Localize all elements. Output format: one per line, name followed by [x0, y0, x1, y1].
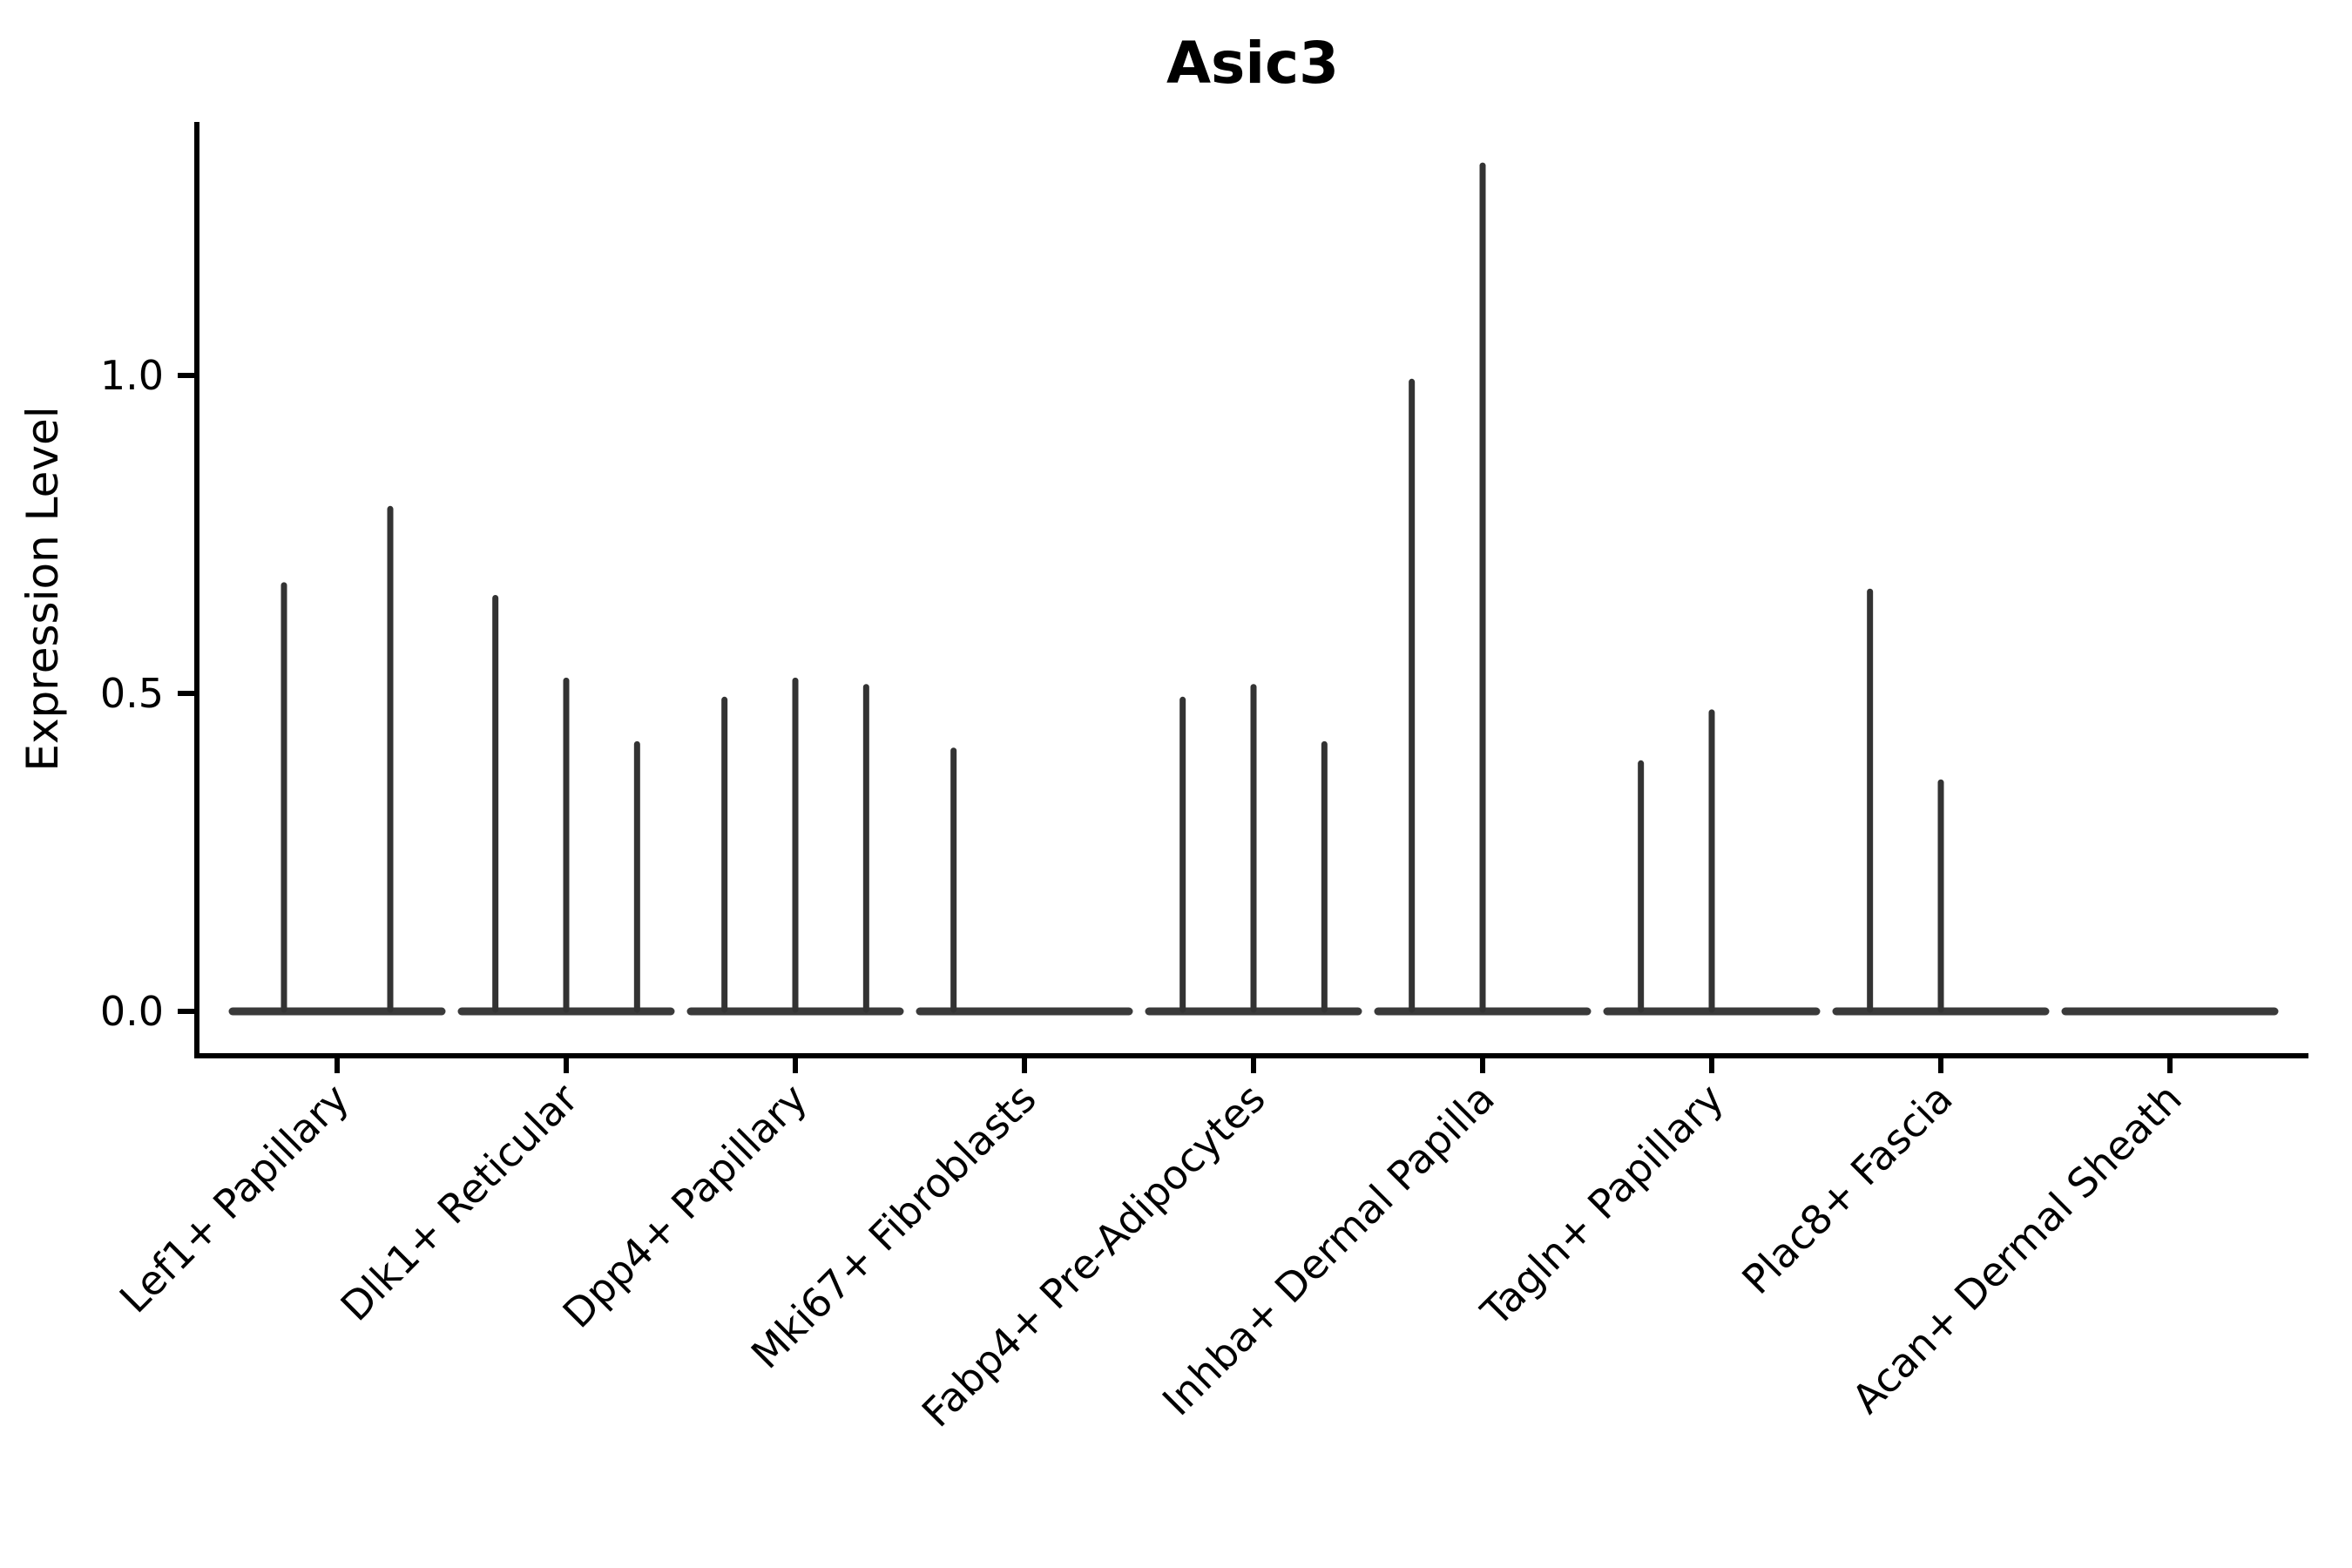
chart-title: Asic3 [1166, 30, 1339, 97]
violin-group [686, 677, 904, 1016]
x-tick-label: Plac8+ Fascia [1733, 1075, 1961, 1303]
violin-group [1374, 162, 1592, 1016]
x-tick-label: Lef1+ Papillary [111, 1075, 358, 1322]
x-tick-label: Dpp4+ Papillary [554, 1075, 816, 1337]
violin-group [1145, 684, 1362, 1016]
x-tick-label: Dlk1+ Reticular [332, 1075, 587, 1330]
y-axis-ticks: 0.0 0.5 1.0 [100, 352, 197, 1035]
y-tick-label: 0.0 [100, 988, 164, 1035]
x-tick-label: Tagln+ Papillary [1471, 1075, 1733, 1336]
violin-group [1832, 588, 2050, 1016]
violin-group [916, 747, 1133, 1016]
violins [228, 162, 2279, 1016]
violin-group [1603, 709, 1821, 1016]
violin-group [457, 595, 675, 1016]
y-tick-label: 1.0 [100, 352, 164, 399]
violin-group [228, 505, 446, 1016]
y-axis-label: Expression Level [17, 406, 68, 771]
y-tick-label: 0.5 [100, 670, 164, 717]
